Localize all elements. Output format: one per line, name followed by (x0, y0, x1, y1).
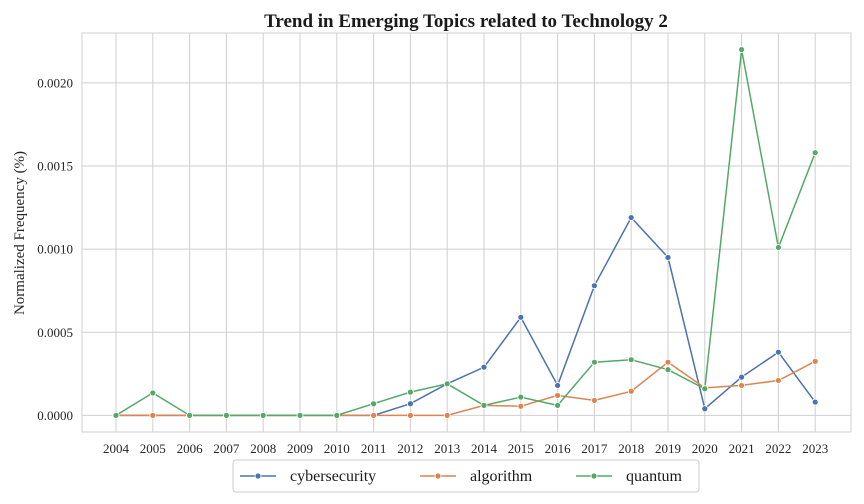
legend-item-quantum: quantum (576, 468, 683, 485)
y-axis-label: Normalized Frequency (%) (12, 151, 28, 315)
y-tick-label: 0.0020 (37, 75, 73, 90)
data-point (517, 402, 525, 410)
data-point (112, 411, 120, 419)
plot-area (81, 32, 852, 433)
data-point (738, 382, 745, 389)
data-point (443, 411, 451, 419)
x-tick-label: 2019 (655, 441, 681, 456)
legend-item-algorithm: algorithm (420, 468, 533, 485)
data-point (517, 393, 525, 401)
data-point (591, 282, 598, 290)
legend: cybersecurity algorithm quantum (232, 459, 700, 493)
data-point (370, 411, 378, 419)
x-tick-label: 2006 (177, 441, 204, 456)
data-point (443, 380, 451, 388)
x-tick-label: 2011 (361, 441, 387, 456)
data-point (406, 388, 414, 396)
x-tick-label: 2007 (213, 441, 240, 456)
data-point (738, 46, 745, 54)
series-quantum (112, 46, 819, 419)
data-point (811, 357, 819, 365)
data-point (149, 389, 157, 397)
x-tick-label: 2014 (471, 441, 498, 456)
x-tick-label: 2009 (287, 441, 313, 456)
x-tick-label: 2020 (692, 441, 718, 456)
x-tick-label: 2013 (434, 441, 460, 456)
data-point (664, 358, 672, 366)
legend-label: algorithm (470, 468, 533, 485)
x-tick-label: 2004 (103, 441, 130, 456)
legend-label: cybersecurity (290, 468, 376, 485)
data-point (627, 214, 635, 221)
series-line (115, 49, 816, 417)
data-point (554, 401, 561, 409)
y-tick-label: 0.0005 (37, 325, 73, 340)
data-point (186, 411, 194, 419)
x-tick-label: 2023 (802, 441, 828, 456)
data-point (591, 397, 598, 404)
x-tick-label: 2010 (324, 441, 350, 456)
x-tick-label: 2012 (397, 441, 423, 456)
x-tick-label: 2017 (581, 441, 608, 456)
x-tick-label: 2018 (618, 441, 644, 456)
data-point (627, 387, 635, 395)
data-point (627, 356, 635, 364)
data-point (775, 348, 782, 356)
legend-item-cybersecurity: cybersecurity (240, 468, 376, 485)
data-point (554, 392, 561, 399)
data-point (222, 411, 230, 419)
chart-title: Trend in Emerging Topics related to Tech… (264, 11, 668, 32)
x-tick-label: 2005 (140, 441, 166, 456)
data-point (554, 382, 561, 389)
legend-marker (434, 472, 442, 480)
axis-tick-labels: 2004 2005 2006 2007 2008 2009 2010 2011 2012 2013… (37, 75, 828, 456)
data-point (738, 373, 745, 381)
legend-label: quantum (626, 468, 683, 485)
x-tick-label: 2015 (508, 441, 534, 456)
data-point (333, 411, 341, 419)
data-point (701, 405, 709, 413)
y-tick-label: 0.0015 (37, 159, 73, 174)
data-point (591, 358, 598, 366)
data-point (775, 377, 782, 384)
data-point (296, 411, 304, 419)
data-point (664, 254, 672, 261)
data-point (480, 363, 488, 371)
data-point (701, 385, 709, 393)
data-point (480, 401, 488, 409)
legend-marker (254, 472, 262, 480)
y-tick-label: 0.0000 (37, 408, 73, 423)
x-tick-label: 2016 (545, 441, 572, 456)
data-point (811, 398, 819, 406)
data-point (517, 313, 525, 321)
data-point (406, 411, 414, 419)
data-point (811, 149, 819, 157)
legend-marker (590, 472, 598, 480)
data-point (775, 244, 782, 251)
y-tick-label: 0.0010 (37, 242, 73, 257)
data-point (406, 400, 414, 408)
x-tick-label: 2022 (765, 441, 791, 456)
data-point (259, 411, 267, 419)
data-point (149, 411, 157, 419)
x-tick-label: 2008 (250, 441, 276, 456)
data-point (370, 400, 378, 408)
x-tick-label: 2021 (729, 441, 755, 456)
legend-box (232, 459, 700, 493)
data-point (664, 366, 672, 374)
series-lines (112, 46, 819, 419)
